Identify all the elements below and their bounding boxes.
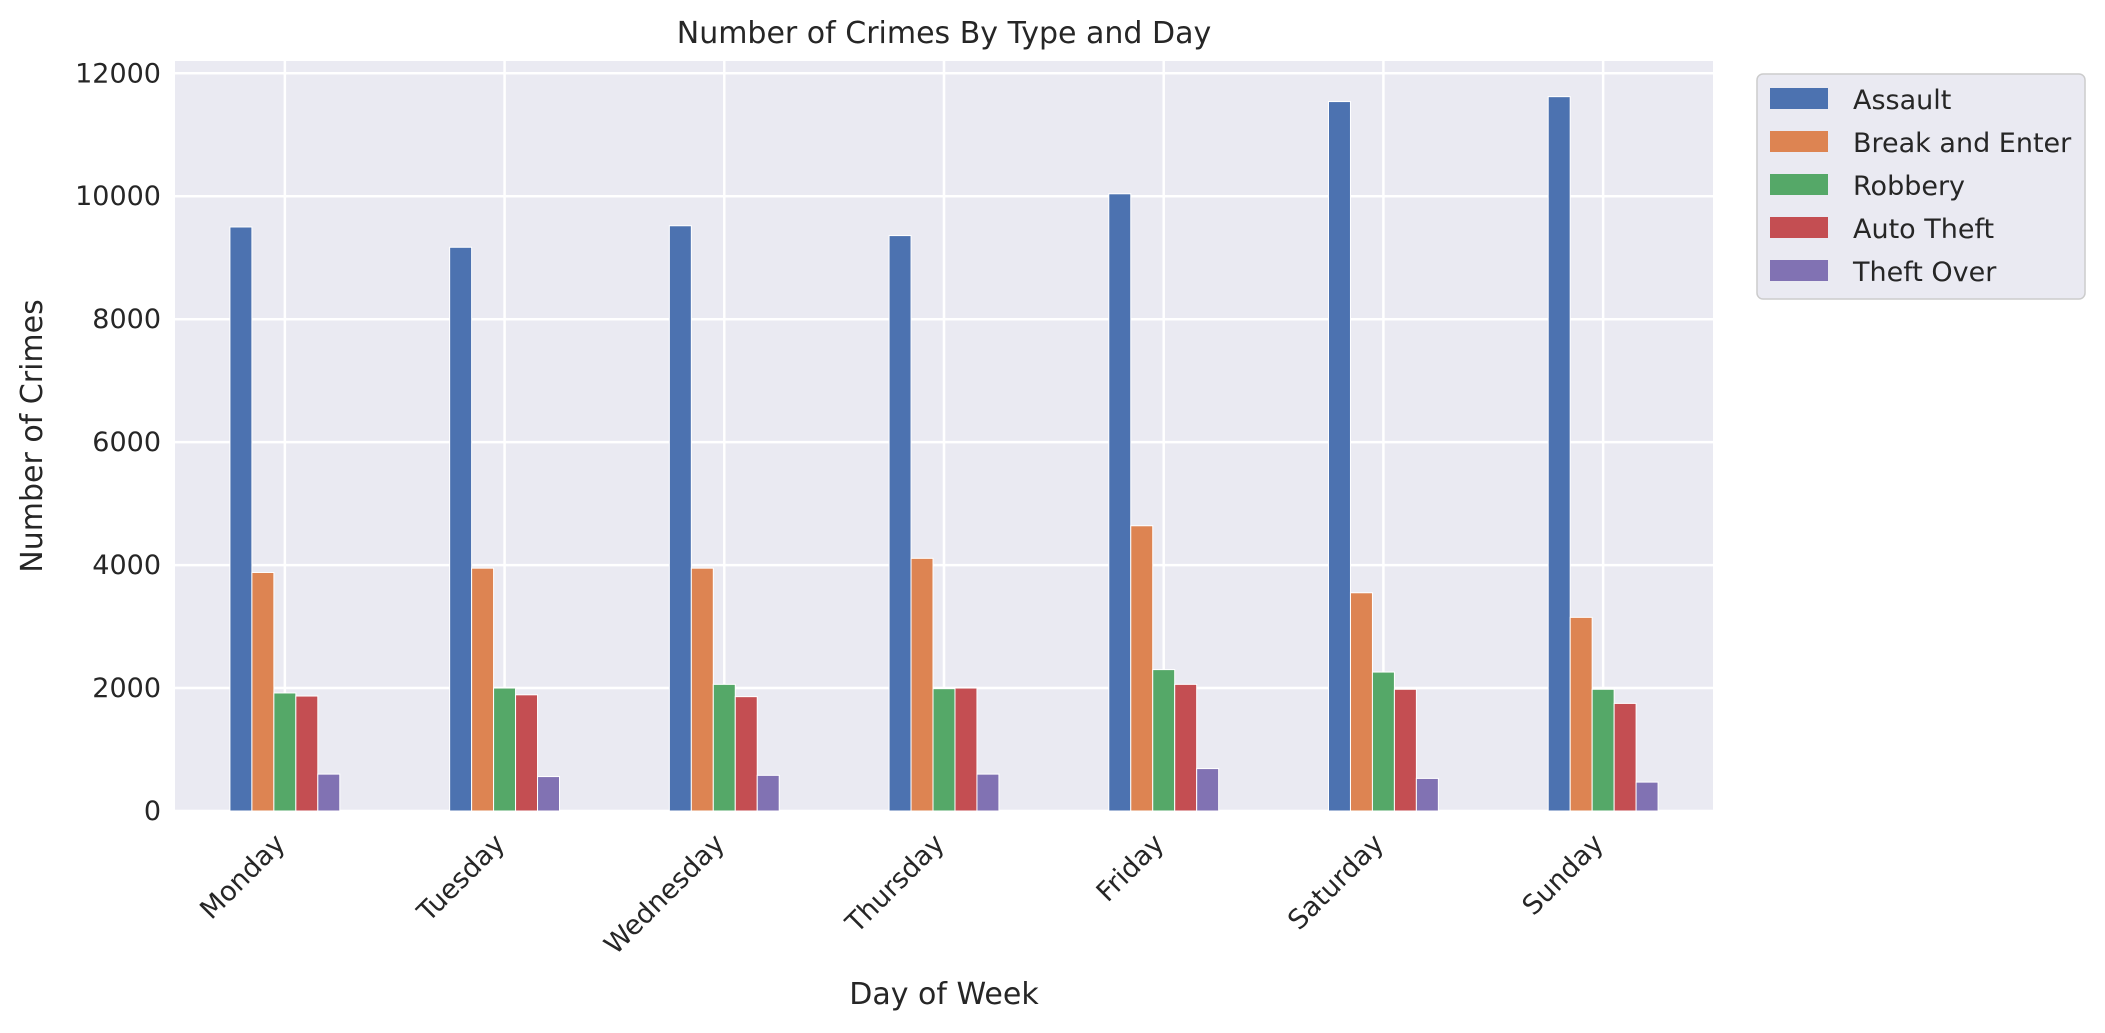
bar-theft-over bbox=[1196, 768, 1220, 812]
bar-theft-over bbox=[1635, 781, 1659, 812]
y-tick-label: 2000 bbox=[92, 673, 161, 704]
y-tick-label: 8000 bbox=[92, 304, 161, 335]
x-tick-label: Sunday bbox=[1516, 828, 1609, 921]
bar-robbery bbox=[493, 687, 517, 812]
y-tick-label: 6000 bbox=[92, 427, 161, 458]
bar-assault bbox=[229, 226, 253, 812]
y-tick-label: 10000 bbox=[75, 181, 161, 212]
bar-assault bbox=[1108, 193, 1132, 812]
bar-robbery bbox=[1152, 669, 1176, 812]
legend-swatch bbox=[1770, 260, 1828, 281]
bar-assault bbox=[1328, 101, 1351, 812]
bar-theft-over bbox=[976, 773, 1000, 812]
y-tick-label: 12000 bbox=[75, 58, 161, 89]
bar-auto-theft bbox=[1393, 688, 1417, 812]
x-tick-label: Friday bbox=[1091, 828, 1171, 908]
bar-auto-theft bbox=[954, 687, 978, 812]
bar-auto-theft bbox=[295, 695, 319, 812]
bar-break-and-enter bbox=[690, 567, 714, 812]
bar-break-and-enter bbox=[1569, 616, 1593, 812]
legend-swatch bbox=[1770, 88, 1828, 109]
bar-assault bbox=[1547, 96, 1571, 812]
x-tick-label: Saturday bbox=[1282, 828, 1390, 936]
bar-theft-over bbox=[1415, 777, 1439, 812]
bar-theft-over bbox=[537, 776, 560, 812]
bar-auto-theft bbox=[734, 696, 758, 812]
bar-auto-theft bbox=[1613, 702, 1637, 812]
bar-theft-over bbox=[756, 774, 780, 812]
x-tick-label: Wednesday bbox=[599, 828, 731, 960]
bar-auto-theft bbox=[515, 694, 539, 812]
x-axis-label: Day of Week bbox=[849, 977, 1039, 1012]
x-tick-label: Tuesday bbox=[411, 828, 511, 928]
bar-robbery bbox=[1371, 671, 1395, 812]
y-axis-label: Number of Crimes bbox=[15, 299, 50, 572]
bar-robbery bbox=[1591, 688, 1615, 812]
legend-label: Robbery bbox=[1853, 171, 1965, 202]
legend-swatch bbox=[1770, 174, 1828, 195]
x-tick-label: Monday bbox=[194, 828, 291, 925]
legend-swatch bbox=[1770, 131, 1828, 152]
legend-swatch bbox=[1770, 217, 1828, 238]
x-tick-label: Thursday bbox=[839, 828, 950, 939]
bar-auto-theft bbox=[1174, 683, 1198, 812]
x-axis-ticks: Monday Tuesday Wednesday Thursday Friday Satu… bbox=[194, 828, 1610, 960]
chart-title: Number of Crimes By Type and Day bbox=[677, 16, 1212, 51]
y-tick-label: 4000 bbox=[92, 550, 161, 581]
bar-assault bbox=[888, 235, 912, 812]
bars bbox=[229, 96, 1659, 812]
bar-theft-over bbox=[317, 773, 341, 812]
legend: Assault Break and Enter Robbery Auto Theft T… bbox=[1756, 73, 2086, 300]
legend-label: Break and Enter bbox=[1853, 128, 2072, 159]
bar-robbery bbox=[273, 692, 297, 812]
y-axis-ticks: 0 2000 4000 6000 8000 10000 12000 bbox=[75, 58, 161, 827]
bar-break-and-enter bbox=[1130, 525, 1154, 812]
bar-assault bbox=[668, 225, 692, 812]
bar-break-and-enter bbox=[251, 571, 275, 812]
legend-label: Assault bbox=[1853, 85, 1951, 116]
bar-robbery bbox=[712, 683, 736, 812]
y-tick-label: 0 bbox=[144, 796, 161, 827]
legend-label: Auto Theft bbox=[1853, 214, 1994, 245]
legend-box bbox=[1756, 73, 2086, 300]
bar-break-and-enter bbox=[471, 567, 495, 812]
bar-break-and-enter bbox=[910, 557, 934, 812]
bar-assault bbox=[449, 246, 473, 812]
bar-robbery bbox=[932, 688, 956, 812]
legend-label: Theft Over bbox=[1852, 257, 1997, 288]
bar-break-and-enter bbox=[1349, 592, 1373, 812]
